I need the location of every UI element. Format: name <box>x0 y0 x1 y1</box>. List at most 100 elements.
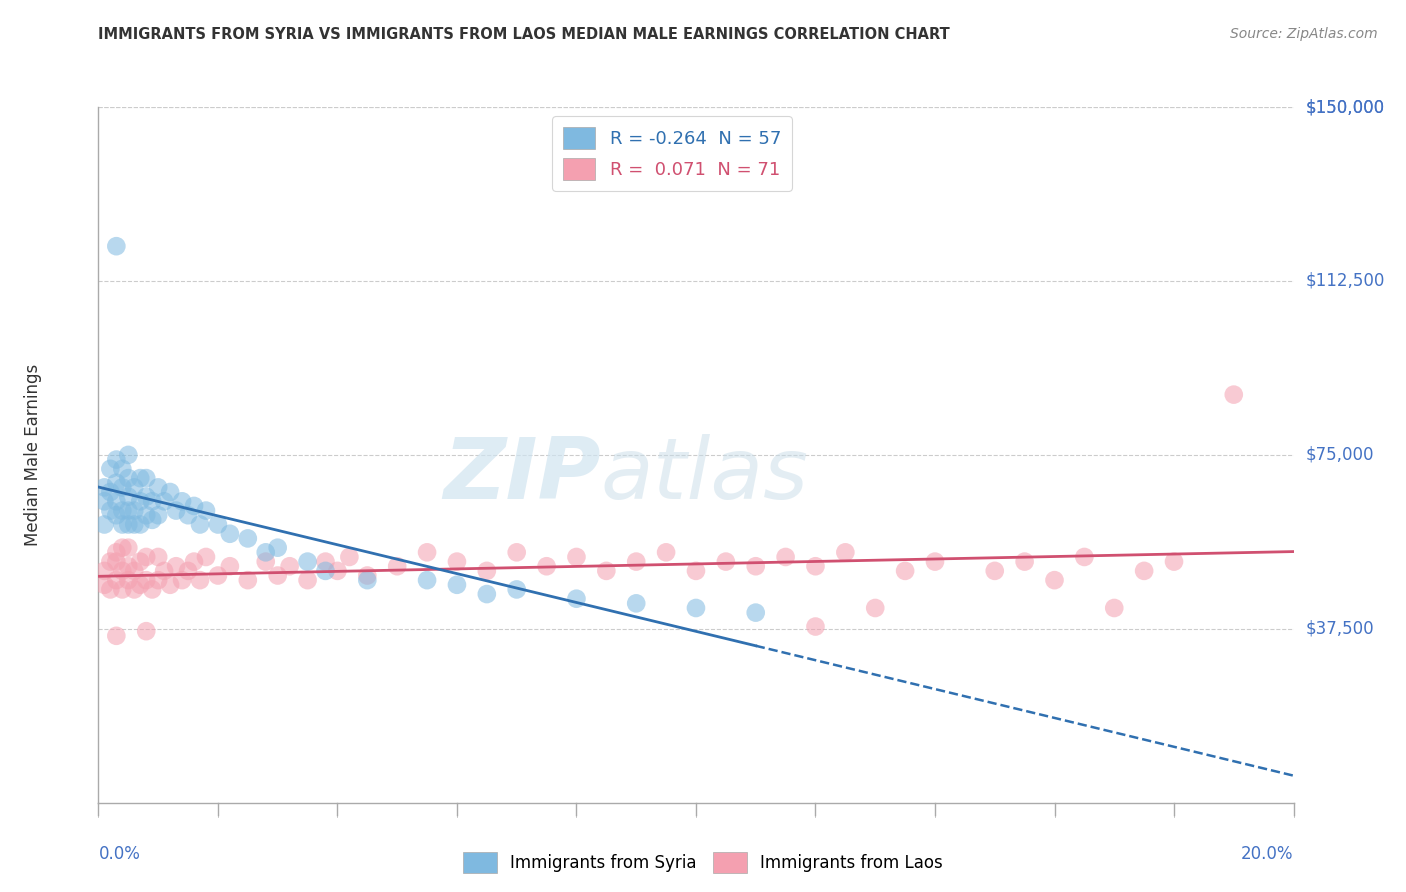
Point <box>1223 387 1246 401</box>
Point <box>93 480 115 494</box>
Point <box>98 555 122 569</box>
Point <box>129 578 152 592</box>
Point <box>129 517 152 532</box>
Point <box>105 239 128 253</box>
Point <box>385 559 409 574</box>
Point <box>315 564 337 578</box>
Text: $150,000: $150,000 <box>1305 98 1385 116</box>
Point <box>804 559 827 574</box>
Point <box>194 549 218 564</box>
Legend: Immigrants from Syria, Immigrants from Laos: Immigrants from Syria, Immigrants from L… <box>457 846 949 880</box>
Point <box>267 568 290 582</box>
Point <box>98 485 122 500</box>
Point <box>105 475 128 490</box>
Point <box>297 573 319 587</box>
Point <box>172 573 194 587</box>
Text: ZIP: ZIP <box>443 434 600 517</box>
Point <box>159 485 181 500</box>
Point <box>326 564 349 578</box>
Point <box>714 555 737 569</box>
Point <box>894 564 917 578</box>
Point <box>93 517 115 532</box>
Text: atlas: atlas <box>600 434 808 517</box>
Point <box>148 508 170 523</box>
Point <box>117 503 139 517</box>
Point <box>475 564 498 578</box>
Point <box>135 573 157 587</box>
Point <box>446 555 468 569</box>
Text: $112,500: $112,500 <box>1305 272 1385 290</box>
Point <box>236 573 259 587</box>
Point <box>129 494 152 508</box>
Point <box>117 448 139 462</box>
Point <box>1073 549 1095 564</box>
Point <box>141 513 163 527</box>
Point <box>278 559 301 574</box>
Point <box>565 549 588 564</box>
Text: 20.0%: 20.0% <box>1241 845 1294 863</box>
Point <box>416 573 439 587</box>
Point <box>356 568 378 582</box>
Point <box>745 559 768 574</box>
Point <box>655 545 678 559</box>
Point <box>124 517 146 532</box>
Point <box>135 624 157 639</box>
Point <box>207 568 229 582</box>
Point <box>165 559 187 574</box>
Point <box>207 517 229 532</box>
Point <box>117 573 139 587</box>
Point <box>129 555 152 569</box>
Point <box>105 452 128 467</box>
Point <box>315 555 337 569</box>
Point <box>595 564 617 578</box>
Point <box>135 471 157 485</box>
Point <box>159 578 181 592</box>
Point <box>124 564 146 578</box>
Point <box>111 462 134 476</box>
Point <box>254 555 277 569</box>
Point <box>111 582 134 597</box>
Point <box>124 503 146 517</box>
Text: $150,000: $150,000 <box>1305 98 1385 116</box>
Point <box>745 606 768 620</box>
Point <box>356 573 378 587</box>
Point <box>194 503 218 517</box>
Point <box>135 490 157 504</box>
Point <box>475 587 498 601</box>
Point <box>105 629 128 643</box>
Point <box>111 517 134 532</box>
Point <box>98 503 122 517</box>
Point <box>105 545 128 559</box>
Point <box>219 559 242 574</box>
Point <box>98 582 122 597</box>
Point <box>117 559 139 574</box>
Point <box>1014 555 1036 569</box>
Point <box>98 462 122 476</box>
Point <box>135 508 157 523</box>
Point <box>254 545 277 559</box>
Point <box>536 559 558 574</box>
Point <box>105 508 128 523</box>
Point <box>188 517 211 532</box>
Point <box>1133 564 1156 578</box>
Point <box>267 541 290 555</box>
Point <box>141 494 163 508</box>
Point <box>983 564 1005 578</box>
Point <box>111 480 134 494</box>
Point <box>111 564 134 578</box>
Point <box>117 517 139 532</box>
Point <box>188 573 211 587</box>
Point <box>446 578 468 592</box>
Text: $75,000: $75,000 <box>1305 446 1374 464</box>
Point <box>624 596 647 610</box>
Point <box>148 549 170 564</box>
Text: IMMIGRANTS FROM SYRIA VS IMMIGRANTS FROM LAOS MEDIAN MALE EARNINGS CORRELATION C: IMMIGRANTS FROM SYRIA VS IMMIGRANTS FROM… <box>98 27 950 42</box>
Point <box>775 549 797 564</box>
Point <box>93 578 115 592</box>
Point <box>148 573 170 587</box>
Point <box>124 480 146 494</box>
Point <box>117 471 139 485</box>
Point <box>124 582 146 597</box>
Point <box>183 499 205 513</box>
Text: Source: ZipAtlas.com: Source: ZipAtlas.com <box>1230 27 1378 41</box>
